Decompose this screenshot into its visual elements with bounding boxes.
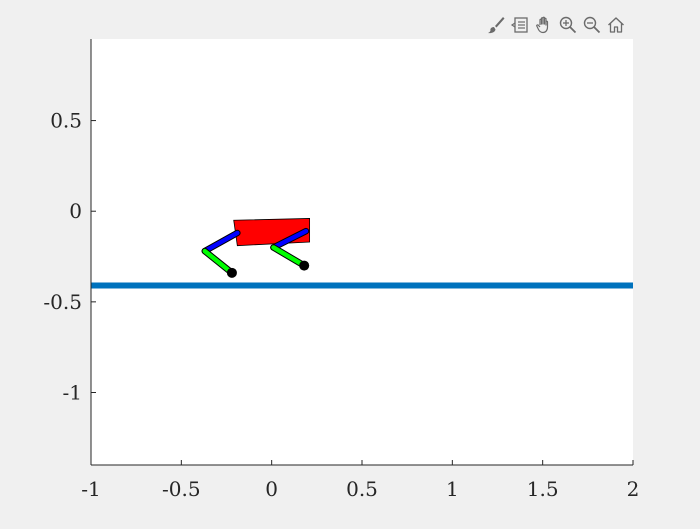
- home-button[interactable]: [604, 13, 628, 37]
- brush-icon: [488, 17, 505, 34]
- zoom-in-icon: [559, 16, 577, 34]
- datatip-icon: [510, 17, 528, 33]
- zoom-out-icon: [583, 16, 601, 34]
- home-icon: [608, 17, 624, 33]
- y-tick-label: -1: [63, 380, 82, 404]
- front-leg-thigh: [271, 228, 309, 250]
- x-tick-label: 1.5: [527, 477, 559, 501]
- pan-button[interactable]: [532, 13, 556, 37]
- rear-foot: [226, 267, 237, 278]
- x-tick-label: 0.5: [346, 477, 378, 501]
- x-tick-label: -0.5: [162, 477, 201, 501]
- x-tick-label: 2: [627, 477, 640, 501]
- rear-leg-thigh: [202, 230, 240, 254]
- front-leg-shin: [271, 245, 307, 268]
- zoom-in-button[interactable]: [556, 13, 580, 37]
- y-tick-label: -0.5: [43, 290, 82, 314]
- axes-toolbar: [484, 13, 628, 37]
- datatip-button[interactable]: [508, 13, 532, 37]
- x-tick-label: -1: [81, 477, 100, 501]
- y-tick-label: 0: [69, 199, 82, 223]
- pan-hand-icon: [536, 16, 549, 34]
- x-axis-ticks: -1 -0.5 0 0.5 1 1.5 2: [81, 460, 639, 501]
- plot-content: [91, 218, 633, 289]
- x-tick-label: 0: [265, 477, 278, 501]
- brush-button[interactable]: [484, 13, 508, 37]
- y-tick-label: 0.5: [50, 109, 82, 133]
- axes-background[interactable]: [91, 39, 633, 465]
- front-foot: [299, 260, 310, 271]
- y-axis-ticks: -1 -0.5 0 0.5: [43, 109, 96, 404]
- rear-leg-shin: [202, 248, 235, 276]
- zoom-out-button[interactable]: [580, 13, 604, 37]
- x-tick-label: 1: [446, 477, 459, 501]
